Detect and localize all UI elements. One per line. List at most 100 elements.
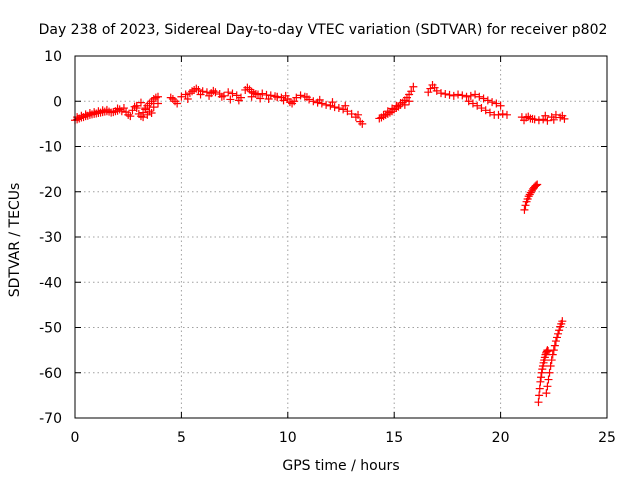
y-axis-label: SDTVAR / TECUs [7, 183, 23, 298]
data-point [537, 373, 546, 382]
data-point [405, 97, 414, 106]
data-point [535, 384, 544, 393]
data-point [496, 101, 505, 110]
data-point [249, 89, 258, 98]
data-point [558, 111, 567, 120]
data-point [217, 92, 226, 101]
data-point [543, 116, 552, 125]
data-point [524, 112, 533, 121]
y-tick-label: 10 [44, 49, 62, 65]
data-point [543, 382, 552, 391]
data-point [554, 329, 563, 338]
data-point [147, 109, 156, 118]
data-point [485, 108, 494, 117]
data-point [126, 112, 135, 121]
data-point [502, 110, 511, 119]
data-point [409, 82, 418, 91]
data-point [256, 94, 265, 103]
y-tick-label: 0 [53, 94, 62, 110]
data-point [558, 317, 567, 326]
data-points [71, 80, 569, 407]
data-point [424, 88, 433, 97]
data-point [379, 110, 388, 119]
grid-lines [75, 56, 607, 418]
x-tick-label: 20 [492, 430, 510, 446]
data-point [520, 116, 529, 125]
data-point [322, 100, 331, 109]
data-point [537, 368, 546, 377]
data-point [153, 92, 162, 101]
data-point [441, 90, 450, 99]
data-point [228, 89, 237, 98]
data-point [296, 91, 305, 100]
data-point [498, 109, 507, 118]
data-point [471, 90, 480, 99]
data-point [177, 92, 186, 101]
data-point [550, 341, 559, 350]
data-point [445, 90, 454, 99]
x-tick-label: 5 [177, 430, 186, 446]
data-point [143, 110, 152, 119]
y-tick-label: -40 [39, 275, 62, 291]
data-point [173, 99, 182, 108]
data-point [407, 87, 416, 96]
series-arc-14.3-15.9 [375, 82, 418, 123]
data-point [130, 102, 139, 111]
data-point [326, 101, 335, 110]
data-point [549, 346, 558, 355]
data-point [90, 108, 99, 117]
data-point [302, 93, 311, 102]
data-point [551, 110, 560, 119]
data-point [354, 110, 363, 119]
data-point [334, 104, 343, 113]
data-point [479, 94, 488, 103]
y-tick-label: -20 [39, 185, 62, 201]
data-point [266, 91, 275, 100]
y-tick-label: -60 [39, 366, 62, 382]
series-arc-22.1-22.9 [542, 317, 567, 398]
data-point [358, 119, 367, 128]
data-point [488, 98, 497, 107]
x-tick-label: 0 [71, 430, 80, 446]
data-point [347, 109, 356, 118]
series-arc-21.0-23.0 [517, 110, 569, 125]
x-tick-labels: 0 5 10 15 20 25 [71, 430, 616, 446]
data-point [151, 93, 160, 102]
data-point [483, 96, 492, 105]
data-point [458, 91, 467, 100]
data-point [128, 106, 137, 115]
data-point [492, 99, 501, 108]
data-point [194, 85, 203, 94]
data-point [494, 110, 503, 119]
data-point [181, 90, 190, 99]
data-point [534, 116, 543, 125]
data-point [473, 101, 482, 110]
data-point [477, 104, 486, 113]
data-point [232, 91, 241, 100]
data-point [539, 115, 548, 124]
data-point [535, 391, 544, 400]
data-point [528, 114, 537, 123]
x-axis-label: GPS time / hours [282, 458, 399, 474]
series-arc-21.1-21.7 [520, 180, 542, 214]
data-point [481, 106, 490, 115]
data-point [330, 103, 339, 112]
data-point [343, 107, 352, 116]
data-point [545, 368, 554, 377]
data-point [548, 350, 557, 359]
data-point [205, 91, 214, 100]
data-point [328, 98, 337, 107]
data-point [437, 89, 446, 98]
data-point [139, 113, 148, 122]
data-point [264, 94, 273, 103]
data-point [166, 93, 175, 102]
data-point [196, 90, 205, 99]
data-point [132, 101, 141, 110]
chart-title: Day 238 of 2023, Sidereal Day-to-day VTE… [39, 22, 608, 38]
data-point [136, 98, 145, 107]
data-point [549, 115, 558, 124]
x-tick-label: 25 [598, 430, 616, 446]
data-point [141, 104, 150, 113]
data-point [279, 96, 288, 105]
